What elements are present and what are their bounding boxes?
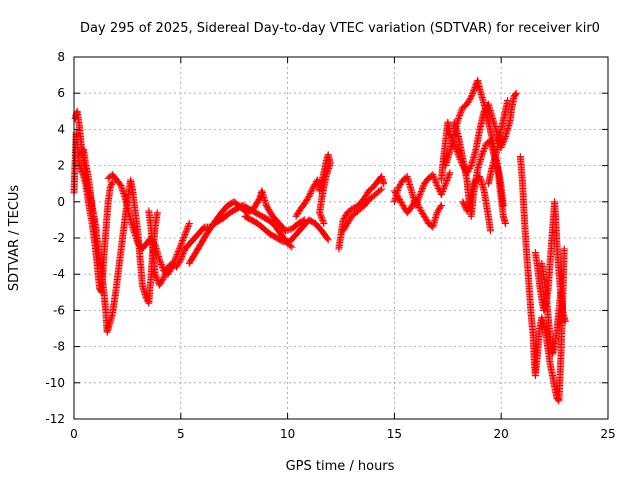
x-axis-label: GPS time / hours (286, 459, 395, 474)
y-tick-label: 2 (57, 159, 65, 173)
x-tick-label: 5 (177, 427, 185, 441)
x-tick-label: 15 (387, 427, 402, 441)
y-tick-label: -10 (45, 376, 65, 390)
chart-title: Day 295 of 2025, Sidereal Day-to-day VTE… (80, 21, 600, 36)
x-tick-label: 20 (494, 427, 509, 441)
y-tick-label: 6 (57, 86, 65, 100)
y-axis-label: SDTVAR / TECUs (7, 185, 22, 292)
data-points (70, 77, 569, 405)
x-tick-label: 10 (280, 427, 295, 441)
axis-ticks: 0 5 10 15 20 25 -12 -10 -8 -6 -4 -2 0 2 4 6 8 (45, 50, 615, 441)
y-tick-label: -8 (53, 340, 65, 354)
y-tick-label: 8 (57, 50, 65, 64)
y-tick-label: -2 (53, 231, 65, 245)
y-tick-label: -12 (45, 412, 65, 426)
y-tick-label: 0 (57, 195, 65, 209)
x-tick-label: 25 (600, 427, 615, 441)
y-tick-label: -4 (53, 267, 65, 281)
y-tick-label: -6 (53, 303, 65, 317)
x-tick-label: 0 (70, 427, 78, 441)
y-tick-label: 4 (57, 122, 65, 136)
